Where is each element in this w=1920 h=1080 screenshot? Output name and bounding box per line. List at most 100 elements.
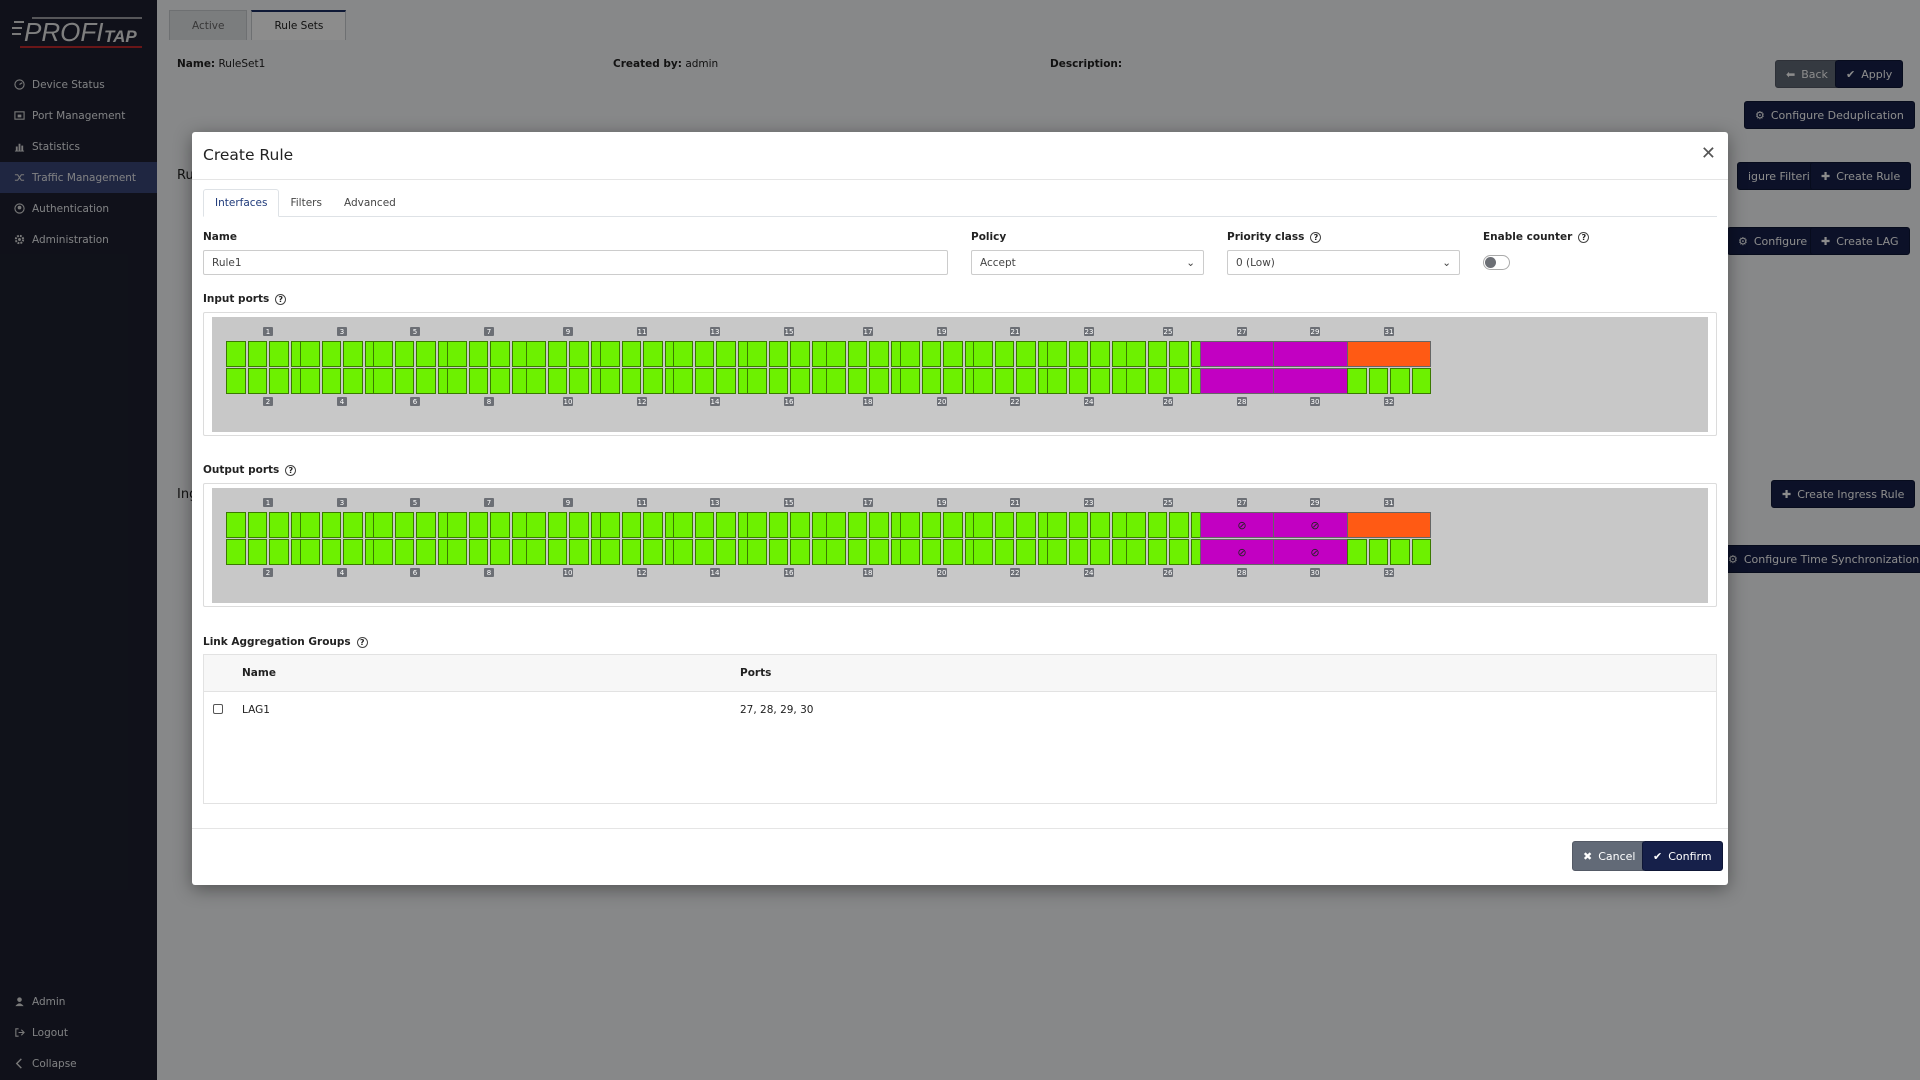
policy-select[interactable]: Accept ⌄ [971,250,1204,275]
port-30[interactable] [1273,368,1357,394]
port-lane[interactable] [300,341,320,367]
port-band[interactable] [1347,341,1431,367]
port-26[interactable] [1126,539,1210,565]
port-lane[interactable] [994,368,1014,394]
port-lane[interactable] [900,341,920,367]
port-lane[interactable] [826,368,846,394]
port-lane[interactable] [468,539,488,565]
port-lane[interactable] [600,539,620,565]
port-lane[interactable] [300,539,320,565]
table-row[interactable]: LAG1 27, 28, 29, 30 [204,692,1716,729]
configure-deduplication-button[interactable]: ⚙ Configure Deduplication [1744,101,1915,129]
port-lane[interactable] [869,368,889,394]
port-20[interactable] [900,368,984,394]
port-9[interactable] [526,341,610,367]
port-lane[interactable] [921,539,941,565]
port-30[interactable]: ⊘ [1273,539,1357,565]
port-lane[interactable] [416,341,436,367]
port-lane[interactable] [621,539,641,565]
port-lane[interactable] [943,512,963,538]
port-lane[interactable] [394,341,414,367]
port-3[interactable] [300,512,384,538]
port-lane[interactable] [1368,539,1388,565]
port-lane[interactable] [900,539,920,565]
port-lane[interactable] [747,539,767,565]
lag-port-band[interactable] [1200,341,1284,367]
port-lane[interactable] [1411,368,1431,394]
port-lane[interactable] [994,539,1014,565]
confirm-button[interactable]: ✔ Confirm [1642,841,1723,871]
port-10[interactable] [526,539,610,565]
port-lane[interactable] [768,512,788,538]
port-lane[interactable] [447,368,467,394]
port-lane[interactable] [569,539,589,565]
port-lane[interactable] [373,512,393,538]
port-27[interactable] [1200,341,1284,367]
create-ingress-rule-button[interactable]: ✚ Create Ingress Rule [1771,480,1916,508]
port-lane[interactable] [547,512,567,538]
port-lane[interactable] [1090,539,1110,565]
port-16[interactable] [747,539,831,565]
port-lane[interactable] [269,368,289,394]
port-28[interactable] [1200,368,1284,394]
lag-port-band[interactable] [1200,368,1284,394]
port-lane[interactable] [768,539,788,565]
port-7[interactable] [447,341,531,367]
port-lane[interactable] [394,512,414,538]
port-lane[interactable] [269,539,289,565]
cancel-button[interactable]: ✖ Cancel [1572,841,1647,871]
port-lane[interactable] [1090,368,1110,394]
lag-port-band[interactable]: ⊘ [1273,512,1357,538]
port-lane[interactable] [1016,512,1036,538]
priority-class-select[interactable]: 0 (Low) ⌄ [1227,250,1460,275]
port-lane[interactable] [569,368,589,394]
port-26[interactable] [1126,368,1210,394]
port-lane[interactable] [716,539,736,565]
port-28[interactable]: ⊘ [1200,539,1284,565]
port-23[interactable] [1047,341,1131,367]
tab-interfaces[interactable]: Interfaces [203,189,280,217]
sidebar-item-device-status[interactable]: Device Status [0,69,157,100]
port-25[interactable] [1126,341,1210,367]
sidebar-item-statistics[interactable]: Statistics [0,131,157,162]
port-lane[interactable] [1169,341,1189,367]
port-lane[interactable] [300,512,320,538]
port-lane[interactable] [1016,341,1036,367]
port-lane[interactable] [394,368,414,394]
port-lane[interactable] [694,539,714,565]
port-lane[interactable] [994,512,1014,538]
port-8[interactable] [447,539,531,565]
port-lane[interactable] [790,341,810,367]
apply-button[interactable]: ✔ Apply [1835,60,1904,88]
port-11[interactable] [600,512,684,538]
port-lane[interactable] [343,368,363,394]
port-23[interactable] [1047,512,1131,538]
port-lane[interactable] [747,368,767,394]
port-lane[interactable] [716,368,736,394]
port-lane[interactable] [973,368,993,394]
port-14[interactable] [673,368,757,394]
port-lane[interactable] [468,368,488,394]
port-31[interactable] [1347,512,1431,538]
port-lane[interactable] [600,512,620,538]
port-6[interactable] [373,368,457,394]
tab-advanced[interactable]: Advanced [343,197,396,209]
port-lane[interactable] [694,512,714,538]
port-lane[interactable] [621,368,641,394]
port-22[interactable] [973,539,1057,565]
port-lane[interactable] [973,539,993,565]
name-input[interactable]: Rule1 [203,250,948,275]
help-icon[interactable]: ? [285,464,297,476]
port-12[interactable] [600,368,684,394]
close-icon[interactable]: ✕ [1700,143,1716,164]
port-lane[interactable] [1126,368,1146,394]
port-31[interactable] [1347,341,1431,367]
port-lane[interactable] [526,539,546,565]
port-lane[interactable] [490,539,510,565]
port-lane[interactable] [921,368,941,394]
port-2[interactable] [226,539,310,565]
port-3[interactable] [300,341,384,367]
port-16[interactable] [747,368,831,394]
port-lane[interactable] [716,341,736,367]
sidebar-item-authentication[interactable]: Authentication [0,193,157,224]
